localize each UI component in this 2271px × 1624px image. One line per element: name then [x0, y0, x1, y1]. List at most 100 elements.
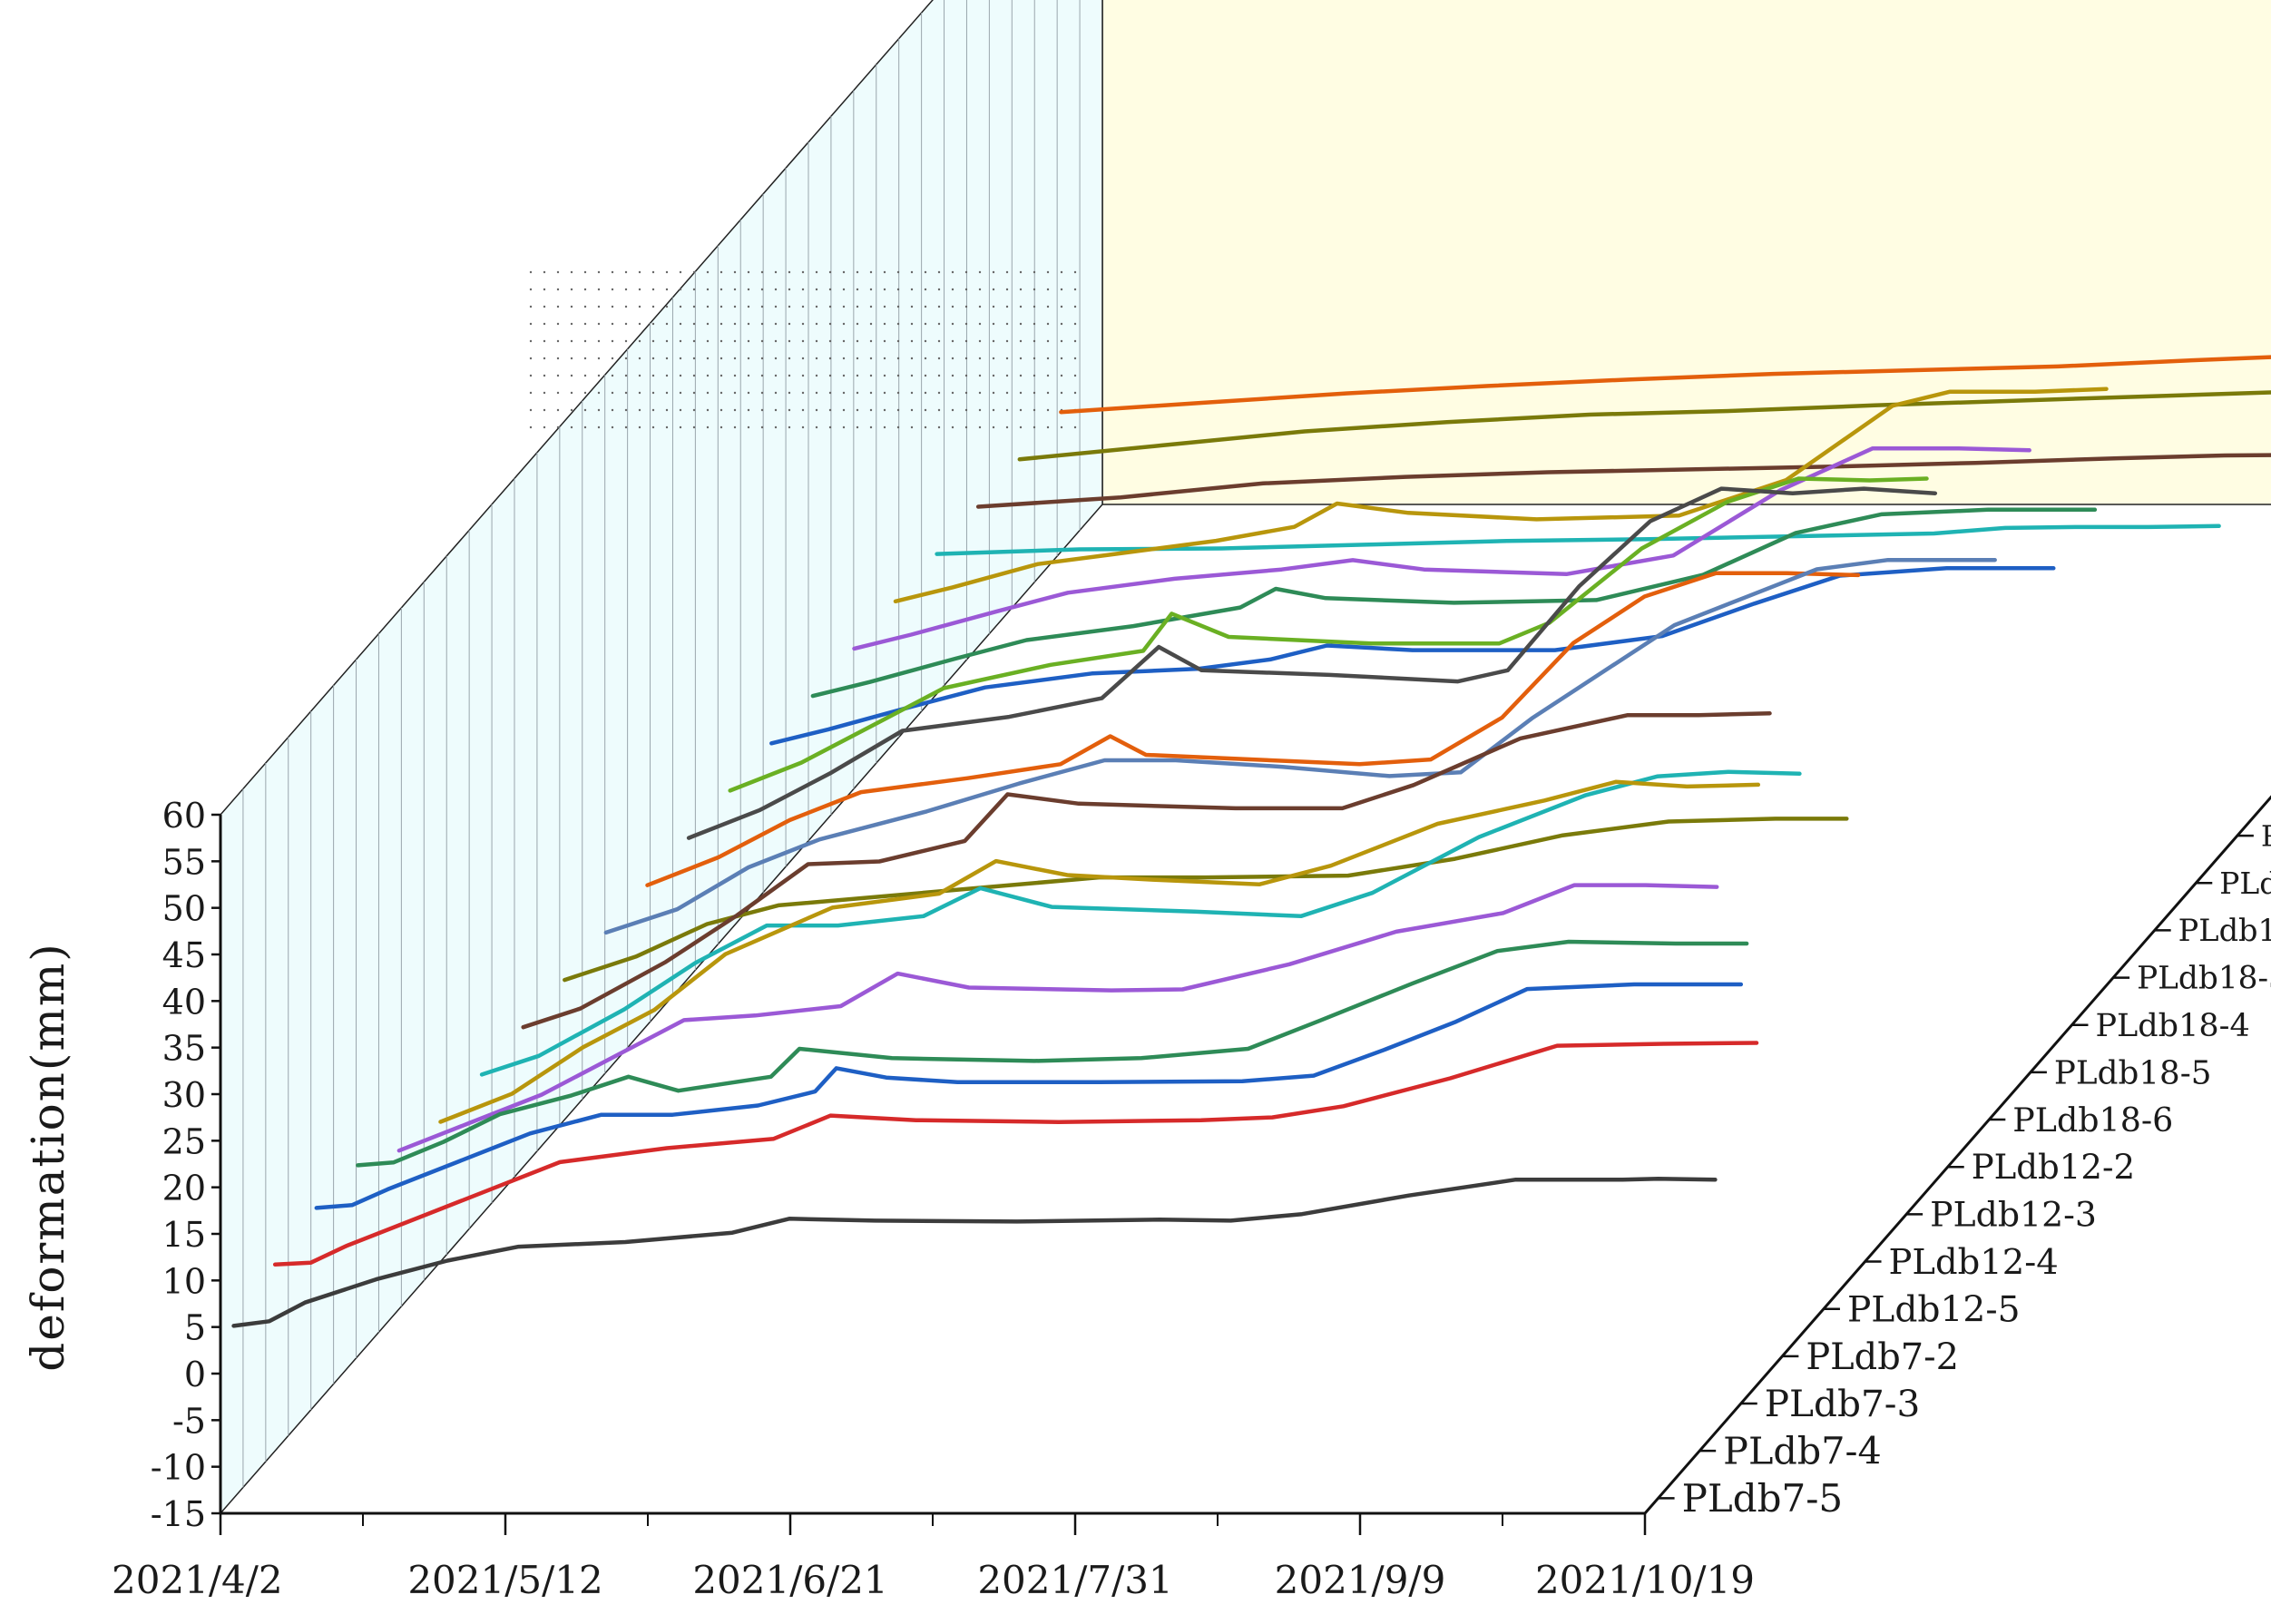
grid-dot	[597, 391, 601, 395]
grid-dot	[869, 270, 873, 274]
grid-dot	[964, 305, 968, 308]
grid-dot	[937, 270, 941, 274]
grid-dot	[801, 357, 805, 360]
x-tick-label: 2021/5/12	[407, 1558, 602, 1602]
grid-dot	[951, 408, 954, 412]
grid-dot	[910, 322, 914, 326]
grid-dot	[815, 339, 818, 343]
grid-dot	[543, 288, 546, 291]
grid-dot	[543, 426, 546, 429]
grid-dot	[651, 288, 655, 291]
grid-dot	[869, 357, 873, 360]
grid-dot	[951, 426, 954, 429]
grid-dot	[937, 339, 941, 343]
grid-dot	[692, 322, 696, 326]
grid-dot	[842, 288, 846, 291]
grid-dot	[706, 339, 710, 343]
grid-dot	[597, 305, 601, 308]
grid-dot	[733, 374, 737, 377]
grid-dot	[1033, 408, 1036, 412]
depth-tick-label: PLdb18-6	[2012, 1101, 2173, 1140]
grid-dot	[774, 408, 778, 412]
grid-dot	[842, 408, 846, 412]
grid-dot	[679, 339, 682, 343]
series-line-PLdb7-5	[231, 1176, 1718, 1328]
grid-dot	[706, 288, 710, 291]
grid-dot	[978, 374, 982, 377]
grid-dot	[896, 322, 900, 326]
back-wall-dot-grid	[529, 270, 1077, 429]
x-tick-label: 2021/7/31	[977, 1558, 1172, 1602]
grid-dot	[910, 288, 914, 291]
series-line-PLdb18-4	[645, 571, 1861, 887]
grid-dot	[706, 426, 710, 429]
grid-dot	[651, 270, 655, 274]
series-line-PLdb12-2	[521, 710, 1772, 1030]
grid-dot	[597, 270, 601, 274]
grid-dot	[638, 426, 641, 429]
grid-dot	[706, 408, 710, 412]
series-line-PLdb7-2	[356, 939, 1749, 1168]
y-tick-label: 45	[162, 935, 206, 975]
grid-dot	[692, 391, 696, 395]
grid-dot	[842, 305, 846, 308]
grid-dot	[719, 426, 723, 429]
grid-dot	[543, 339, 546, 343]
grid-dot	[788, 305, 791, 308]
grid-dot	[788, 426, 791, 429]
grid-dot	[611, 374, 614, 377]
grid-dot	[1005, 374, 1009, 377]
grid-dot	[801, 339, 805, 343]
grid-dot	[910, 391, 914, 395]
grid-dot	[1046, 391, 1050, 395]
grid-dot	[1073, 339, 1077, 343]
grid-dot	[665, 391, 669, 395]
grid-dot	[665, 305, 669, 308]
grid-dot	[624, 322, 628, 326]
grid-dot	[665, 270, 669, 274]
grid-dot	[924, 357, 927, 360]
grid-dot	[801, 391, 805, 395]
grid-dot	[801, 322, 805, 326]
grid-dot	[651, 391, 655, 395]
grid-dot	[896, 305, 900, 308]
grid-dot	[1060, 270, 1063, 274]
grid-dot	[1005, 288, 1009, 291]
grid-dot	[583, 288, 587, 291]
grid-dot	[978, 357, 982, 360]
grid-dot	[937, 288, 941, 291]
grid-dot	[815, 288, 818, 291]
grid-dot	[733, 322, 737, 326]
grid-dot	[760, 288, 764, 291]
grid-dot	[964, 339, 968, 343]
grid-dot	[1046, 374, 1050, 377]
grid-dot	[828, 322, 832, 326]
depth-tick-label: PLdb7-4	[1723, 1430, 1882, 1473]
series-line-PLdb28-3	[1059, 355, 2271, 415]
grid-dot	[924, 322, 927, 326]
depth-tick-label: PLdb18-2	[2178, 913, 2271, 948]
grid-dot	[951, 374, 954, 377]
y-tick-label: 5	[184, 1308, 206, 1348]
grid-dot	[1019, 270, 1023, 274]
grid-dot	[774, 391, 778, 395]
grid-dot	[1019, 339, 1023, 343]
y-tick-label: -15	[151, 1494, 206, 1534]
grid-dot	[583, 305, 587, 308]
grid-dot	[978, 270, 982, 274]
y-tick-label: 15	[162, 1215, 206, 1255]
y-tick-label: -10	[151, 1448, 206, 1488]
grid-dot	[924, 305, 927, 308]
grid-dot	[1019, 357, 1023, 360]
grid-dot	[937, 374, 941, 377]
grid-dot	[624, 408, 628, 412]
y-tick-label: 55	[162, 842, 206, 882]
grid-dot	[1033, 270, 1036, 274]
grid-dot	[828, 288, 832, 291]
grid-dot	[1033, 322, 1036, 326]
grid-dot	[1060, 426, 1063, 429]
grid-dot	[665, 408, 669, 412]
grid-dot	[788, 391, 791, 395]
grid-dot	[937, 305, 941, 308]
series-line-PLdb18-5	[603, 557, 1997, 935]
